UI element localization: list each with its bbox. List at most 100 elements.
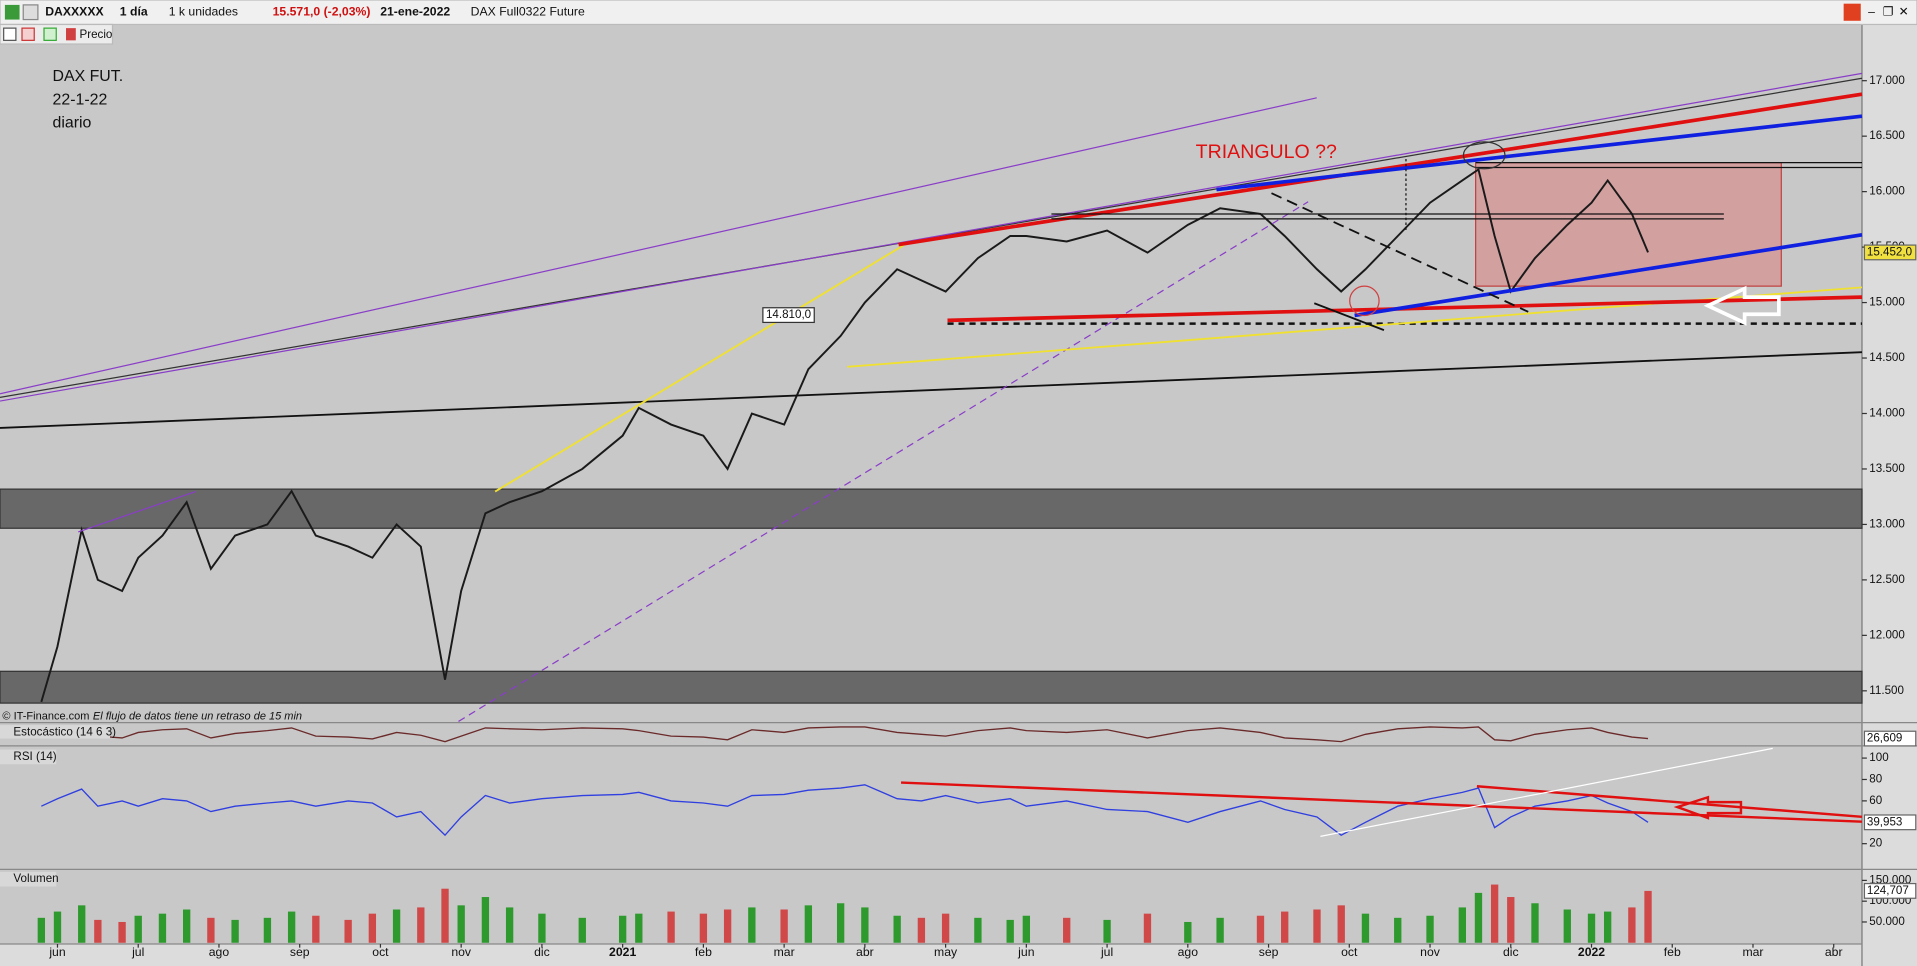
y-tick-label: 50.000 <box>1869 915 1905 928</box>
y-tick-label: 16.500 <box>1869 129 1905 142</box>
annotation: TRIANGULO ?? <box>1196 141 1337 163</box>
volume-bar <box>893 915 901 943</box>
note: 22-1-22 <box>53 91 108 108</box>
volume-bar <box>804 905 813 943</box>
pane-label-bg <box>0 725 111 739</box>
delay-note: El flujo de datos tiene un retraso de 15… <box>93 710 302 722</box>
volume-bar <box>1507 897 1515 943</box>
x-tick-label: mar <box>774 945 795 959</box>
volume-bar <box>158 913 167 943</box>
trendline <box>494 243 906 493</box>
volume-bar <box>1103 919 1111 943</box>
volume-bar <box>505 907 514 943</box>
x-tick-label: may <box>934 945 958 959</box>
trendline <box>1216 114 1863 192</box>
volume-bar <box>667 911 675 943</box>
x-tick-label: jun <box>1017 945 1034 959</box>
x-tick-label: 2022 <box>1578 945 1605 959</box>
x-tick-label: dic <box>1503 945 1519 959</box>
x-tick-label: sep <box>1259 945 1279 959</box>
volume-bar <box>441 888 449 943</box>
trendline <box>1354 232 1863 318</box>
drawings <box>0 72 1863 837</box>
last-value-marker <box>1863 244 1917 261</box>
toolbar-icon[interactable] <box>1843 3 1861 21</box>
trendline <box>1320 747 1773 837</box>
x-tick-label: jul <box>1100 945 1113 959</box>
volume-bar <box>481 897 490 943</box>
trendline <box>1271 192 1529 313</box>
x-tick-label: dic <box>534 945 550 959</box>
credit: © IT-Finance.com <box>2 710 89 722</box>
restore[interactable]: ❐ <box>1883 4 1894 18</box>
highlight-circle <box>1349 285 1380 317</box>
volume-bar <box>312 915 320 943</box>
volume-bar <box>1256 915 1265 943</box>
volume-bar <box>392 909 401 943</box>
y-tick-label: 100 <box>1869 751 1888 764</box>
volume-bar <box>1531 903 1539 943</box>
volume-bar <box>37 917 46 943</box>
volume-bar <box>1022 915 1031 943</box>
y-tick-label: 12.000 <box>1869 628 1905 641</box>
arrow <box>1673 795 1743 820</box>
last-value-marker <box>1863 730 1917 747</box>
volume-bar <box>263 917 272 943</box>
trendline <box>1313 302 1385 332</box>
y-tick-label: 60 <box>1869 794 1882 807</box>
volume-bar <box>368 913 377 943</box>
x-tick-label: jun <box>48 945 65 959</box>
toolbar <box>0 0 1917 26</box>
x-tick-label: nov <box>451 945 472 959</box>
trendline <box>458 201 1309 722</box>
y-tick-label: 14.500 <box>1869 351 1905 364</box>
x-tick-label: 2021 <box>609 945 636 959</box>
volume-bar <box>207 917 215 943</box>
arrow <box>1703 285 1781 326</box>
legend-entry[interactable]: Precio <box>79 28 112 41</box>
pane-label-bg <box>0 871 57 887</box>
volume-bar <box>182 909 191 943</box>
highlight-circle <box>1462 141 1506 170</box>
toolbar-icon[interactable] <box>4 4 20 20</box>
y-tick-label: 12.500 <box>1869 573 1905 586</box>
volume-bar <box>723 909 732 943</box>
value-axis-background <box>1861 24 1917 966</box>
pane-title: RSI (14) <box>13 750 56 763</box>
series-line <box>41 784 1649 837</box>
volume-bar <box>1628 907 1636 943</box>
volume-bar <box>53 911 62 943</box>
toolbar-icon[interactable] <box>21 27 35 41</box>
y-tick-label: 14.000 <box>1869 407 1905 420</box>
units[interactable]: 1 k unidades <box>169 4 238 18</box>
minimize[interactable]: – <box>1868 4 1875 18</box>
x-tick-label: feb <box>1664 945 1681 959</box>
toolbar-icon[interactable] <box>43 27 57 41</box>
x-tick-label: feb <box>695 945 712 959</box>
volume-bar <box>917 917 926 943</box>
volume-bar <box>1587 913 1596 943</box>
time-axis-background <box>0 943 1862 966</box>
interval[interactable]: 1 día <box>120 4 148 18</box>
volume-bar <box>836 903 845 943</box>
symbol[interactable]: DAXXXXX <box>45 4 104 18</box>
volume-bar <box>1063 917 1071 943</box>
series-line <box>40 167 1649 703</box>
volume-bar <box>1603 911 1612 943</box>
volume-bar <box>1394 917 1402 943</box>
last-value-label: 15.452,0 <box>1867 245 1912 258</box>
toolbar-icon[interactable] <box>22 4 39 21</box>
pane-label-bg <box>0 749 57 765</box>
x-tick-label: jul <box>131 945 144 959</box>
volume-bar <box>1184 921 1192 943</box>
note: diario <box>53 115 92 132</box>
volume-bar <box>134 915 142 943</box>
volume-bar <box>635 913 643 943</box>
pane-title: Volumen <box>13 872 58 885</box>
level-label-bg <box>762 307 815 324</box>
close[interactable]: ✕ <box>1899 4 1909 18</box>
toolbar-icon[interactable] <box>3 27 17 41</box>
